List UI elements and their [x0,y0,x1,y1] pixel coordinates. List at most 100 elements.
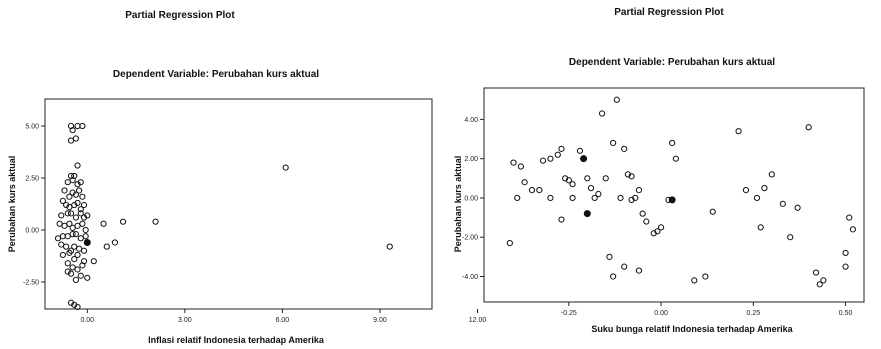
chart-2-point [617,194,624,202]
chart-2-x-tick-label: 0.50 [839,310,853,317]
chart-2-points [506,96,857,288]
chart-2-point [569,181,576,188]
chart-1-point [71,172,78,180]
chart-1-x-tick-label: 6.00 [276,317,290,324]
chart-2-point [576,147,584,154]
chart-1-point [69,231,76,238]
chart-1-point-filled [83,238,91,246]
chart-2-point [635,267,643,274]
chart-1-point [80,247,88,254]
chart-2-point [621,263,628,270]
chart-2-point [761,185,768,192]
chart-1-point [79,220,86,227]
chart-1-point [64,260,71,267]
chart-1-point [103,243,110,250]
chart-1-point [77,179,84,186]
chart-2-point [517,163,524,170]
chart-2-point [628,173,635,180]
chart-2-x-tick-label: 0.25 [747,310,761,317]
chart-2-point [635,186,643,194]
chart-2-point [691,277,698,284]
chart-1-point [84,274,91,281]
chart-1-point [59,251,66,259]
chart-1-point [59,197,66,204]
chart-1-y-tick-label: 0.00 [25,227,39,234]
chart-2-point [613,96,620,103]
chart-2-point [547,155,554,162]
chart-1-point [67,137,75,144]
chart-1-y-tick-label: -2.50 [23,279,39,286]
chart-1-point [80,201,88,209]
chart-2-point [794,204,801,211]
chart-1-point [69,127,76,134]
chart-1-frame [44,98,433,310]
chart-2-ticks: -0.25 0.00 0.25 0.50 -4.00 -2.00 0.00 2.00 4.00 [462,117,852,317]
chart-1-point [74,303,81,311]
chart-2-point [657,224,665,231]
chart-1-ticks: 0.00 3.00 6.00 9.00 12.00 -2.50 0.00 2.50 5.00 [23,124,486,324]
chart-2-point [709,208,716,215]
chart-2-point [816,281,823,288]
chart-2-point-filled [668,196,676,204]
chart-2-point [812,269,820,276]
chart-2-point [654,228,661,235]
chart-1-point [72,276,79,283]
chart-2-point [558,145,565,152]
chart-1-point [67,270,75,277]
chart-2-point [591,194,598,202]
chart-2-point [669,139,676,147]
chart-1-y-tick-label: 2.50 [25,176,39,183]
chart-2-y-tick-label: -4.00 [462,274,478,281]
chart-1-point [386,243,393,250]
chart-1-x-tick-label: 12.00 [469,317,487,324]
chart-2-point [610,273,617,280]
chart-1-point [71,255,78,263]
chart-2-point [846,214,853,221]
chart-1-point [63,243,70,250]
chart-2-point [735,128,742,135]
chart-1-point [61,187,68,194]
chart-1-point [111,239,119,246]
chart-2-y-label: Perubahan kurs aktual [453,156,463,253]
chart-1-point [282,164,289,171]
chart-1-point [74,266,81,273]
chart-1-point [76,187,83,194]
chart-1: Partial Regression Plot Dependent Variab… [7,10,486,345]
chart-2-point [702,273,709,280]
chart-2-point [554,151,561,158]
chart-1-point [72,191,79,198]
chart-1-point [77,272,84,279]
chart-2-point [639,210,646,217]
chart-2-point-filled [580,155,588,163]
chart-1-point [152,218,159,225]
chart-2-point [565,177,572,184]
chart-2-point [805,124,812,131]
chart-2-point [569,194,576,202]
chart-1-x-tick-label: 3.00 [178,317,192,324]
chart-1-point [72,231,79,238]
chart-1-point [84,212,91,219]
chart-1-point [119,218,127,225]
chart-2-point [606,253,613,260]
chart-2-subtitle: Dependent Variable: Perubahan kurs aktua… [569,57,775,68]
chart-1-title: Partial Regression Plot [125,10,235,21]
chart-2-point [610,139,617,147]
chart-2-frame [483,87,865,303]
chart-2-point [506,240,513,247]
chart-1-point [79,193,86,200]
chart-2-y-tick-label: 2.00 [464,156,478,163]
chart-2-point [510,159,517,166]
chart-2-point [584,175,591,182]
chart-1-point [74,251,81,259]
chart-1-y-tick-label: 5.00 [25,124,39,131]
chart-2-point [842,263,849,270]
chart-2-point [539,157,547,164]
chart-1-point [58,212,65,219]
chart-1-x-tick-label: 0.00 [80,317,94,324]
chart-2-y-tick-label: 4.00 [464,117,478,124]
chart-2-point [602,175,609,182]
chart-1-point [77,210,84,217]
chart-2-point [536,186,543,194]
chart-2-point [643,218,650,225]
